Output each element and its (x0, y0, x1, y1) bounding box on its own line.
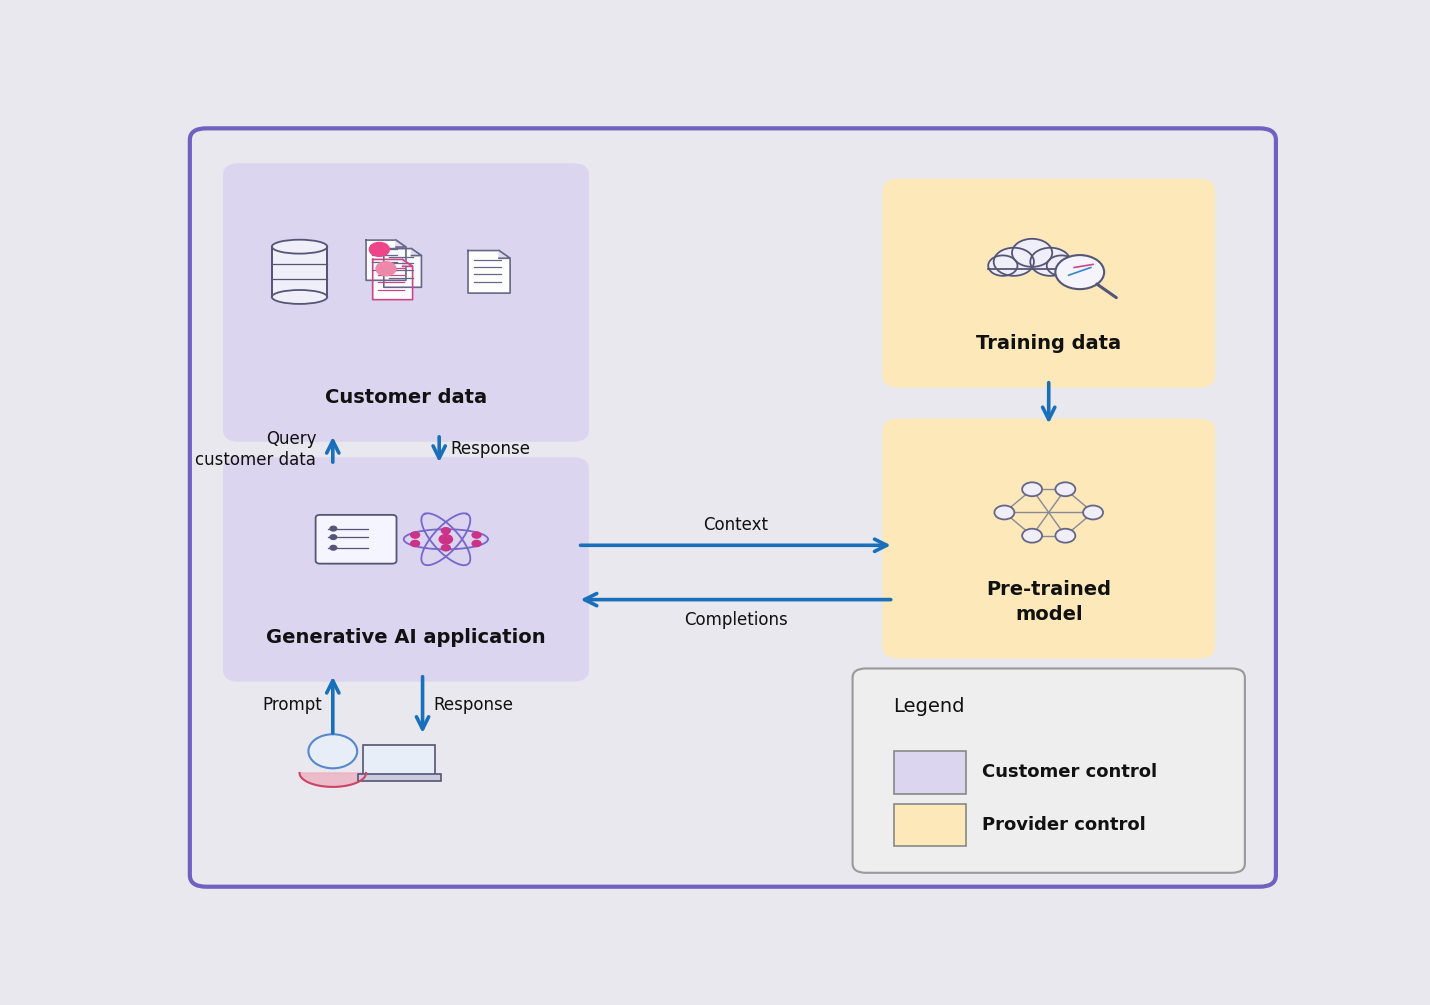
Ellipse shape (272, 290, 327, 304)
FancyBboxPatch shape (223, 457, 589, 681)
Text: Context: Context (704, 516, 768, 534)
Polygon shape (373, 259, 413, 299)
FancyBboxPatch shape (894, 804, 965, 846)
Circle shape (442, 545, 450, 551)
Ellipse shape (272, 240, 327, 253)
Polygon shape (499, 250, 511, 258)
FancyBboxPatch shape (316, 515, 396, 564)
Circle shape (994, 248, 1034, 275)
Circle shape (330, 535, 336, 540)
Polygon shape (396, 240, 406, 247)
Circle shape (994, 506, 1014, 520)
FancyBboxPatch shape (363, 745, 435, 775)
Circle shape (988, 255, 1018, 275)
FancyBboxPatch shape (882, 418, 1216, 658)
Polygon shape (366, 240, 406, 280)
FancyBboxPatch shape (882, 179, 1216, 388)
FancyBboxPatch shape (894, 752, 965, 794)
Circle shape (472, 532, 480, 538)
Circle shape (1012, 239, 1052, 267)
Circle shape (1022, 529, 1042, 543)
Text: Prompt: Prompt (262, 695, 322, 714)
Circle shape (442, 528, 450, 534)
Circle shape (1083, 506, 1103, 520)
FancyBboxPatch shape (223, 163, 589, 442)
Circle shape (309, 735, 358, 768)
Text: Query
customer data: Query customer data (196, 430, 316, 469)
Circle shape (410, 532, 419, 538)
Text: Response: Response (450, 440, 531, 458)
Circle shape (369, 242, 389, 256)
Circle shape (330, 527, 336, 531)
Text: Legend: Legend (894, 697, 965, 717)
Polygon shape (468, 250, 511, 293)
Polygon shape (403, 259, 413, 266)
Text: Response: Response (433, 695, 513, 714)
Circle shape (330, 546, 336, 550)
Bar (988, 260, 1075, 269)
Circle shape (439, 535, 452, 544)
Polygon shape (412, 248, 422, 255)
Circle shape (1047, 255, 1075, 275)
Circle shape (376, 261, 396, 275)
Circle shape (1055, 255, 1104, 289)
FancyBboxPatch shape (852, 668, 1246, 872)
Circle shape (1055, 482, 1075, 496)
Polygon shape (383, 248, 422, 287)
Text: Customer control: Customer control (982, 763, 1157, 781)
Text: Customer data: Customer data (325, 388, 488, 407)
Text: Training data: Training data (977, 334, 1121, 353)
Text: Pre-trained
model: Pre-trained model (987, 580, 1111, 623)
FancyBboxPatch shape (190, 129, 1276, 886)
Polygon shape (299, 773, 366, 787)
Circle shape (1030, 248, 1071, 275)
Circle shape (1055, 529, 1075, 543)
Text: Provider control: Provider control (982, 816, 1145, 834)
Text: Generative AI application: Generative AI application (266, 628, 546, 647)
Circle shape (410, 541, 419, 547)
Circle shape (1022, 482, 1042, 496)
Bar (358, 774, 440, 781)
Circle shape (472, 541, 480, 547)
FancyBboxPatch shape (272, 246, 327, 296)
Text: Completions: Completions (684, 611, 788, 629)
